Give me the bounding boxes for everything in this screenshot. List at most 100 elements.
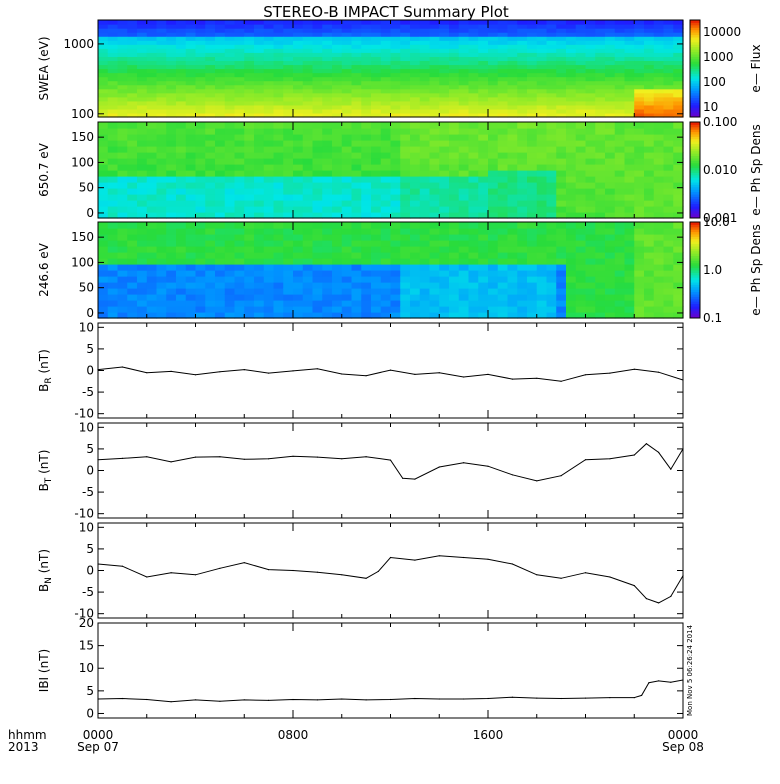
btot-point bbox=[146, 698, 148, 701]
br-ytick-label: 5 bbox=[86, 342, 94, 356]
bt-point bbox=[194, 456, 197, 458]
bt-ytick-label: 0 bbox=[86, 464, 94, 478]
br-point bbox=[536, 377, 538, 379]
pad650-ytick-label: 0 bbox=[86, 206, 94, 220]
btot-point bbox=[341, 698, 343, 700]
btot-point bbox=[609, 697, 611, 699]
bn-point bbox=[633, 585, 635, 587]
br-point bbox=[463, 376, 465, 378]
btot-point bbox=[670, 681, 672, 683]
pad246-ytick-label: 150 bbox=[71, 230, 94, 244]
pad650-ytick-label: 100 bbox=[71, 155, 94, 169]
pad650-colorbar: 0.001 0.010 0.100 e— Ph Sp Dens bbox=[689, 115, 763, 225]
bn-point bbox=[389, 556, 392, 559]
panel-br: -10 -5 0 5 10 BR (nT) bbox=[37, 320, 684, 421]
br-ytick-label: 10 bbox=[79, 320, 94, 334]
br-point bbox=[511, 378, 513, 380]
pad650-ytick-label: 150 bbox=[71, 130, 94, 144]
bt-point bbox=[438, 466, 440, 468]
panel-bt: -10 -5 0 5 10 BT (nT) bbox=[37, 420, 684, 521]
br-point bbox=[170, 370, 172, 372]
bn-point bbox=[438, 555, 440, 557]
bn-point bbox=[243, 562, 245, 564]
br-point bbox=[658, 371, 660, 373]
btot-ytick-label: 20 bbox=[79, 616, 94, 630]
panel-bn: -10 -5 0 5 10 BN (nT) bbox=[37, 520, 684, 621]
bn-point bbox=[414, 559, 416, 561]
x-axis-year-label: 2013 bbox=[8, 740, 39, 754]
br-point bbox=[292, 370, 294, 372]
x-tick-label-time: 0000 bbox=[668, 728, 699, 742]
bn-point bbox=[292, 569, 294, 572]
panel-swea: 10 100 1000 10000 e— Flux 100 1000 SWEA (eV) bbox=[37, 19, 763, 121]
bt-ytick-label: 10 bbox=[79, 420, 94, 434]
pad246-colorbar-tick-label: 10.0 bbox=[703, 215, 730, 229]
pad246-ytick-label: 0 bbox=[86, 306, 94, 320]
bn-ytick-label: 10 bbox=[79, 520, 94, 534]
bt-point bbox=[219, 456, 221, 458]
btot-point bbox=[633, 697, 635, 699]
bt-point bbox=[487, 465, 489, 467]
bt-point bbox=[121, 457, 123, 459]
bn-point bbox=[365, 577, 367, 579]
bt-point bbox=[170, 461, 172, 463]
bt-point bbox=[536, 480, 538, 482]
bn-point bbox=[658, 602, 660, 604]
pad650-ytick-label: 50 bbox=[79, 181, 94, 195]
br-point bbox=[219, 371, 221, 373]
br-point bbox=[633, 368, 635, 370]
btot-point bbox=[219, 700, 221, 702]
x-tick-label-time: 1600 bbox=[473, 728, 504, 742]
pad650-colorbar-tick-label: 0.010 bbox=[703, 163, 737, 177]
bt-line bbox=[97, 443, 684, 482]
panel-btot: 0 5 10 15 20 IBI (nT) bbox=[37, 616, 684, 720]
pad246-colorbar-label: e— Ph Sp Dens bbox=[749, 224, 763, 315]
bn-ytick-label: -5 bbox=[82, 585, 94, 599]
br-point bbox=[341, 373, 343, 375]
br-point bbox=[268, 372, 270, 374]
br-point bbox=[121, 366, 123, 368]
swea-colorbar: 10 100 1000 10000 e— Flux bbox=[689, 19, 763, 118]
bt-ylabel: BT (nT) bbox=[37, 450, 54, 492]
bn-ytick-label: -10 bbox=[74, 607, 94, 621]
btot-point bbox=[536, 697, 538, 699]
bn-point bbox=[560, 577, 562, 579]
swea-colorbar-tick-label: 100 bbox=[703, 75, 726, 89]
btot-ytick-label: 5 bbox=[86, 684, 94, 698]
pad650-heatmap bbox=[98, 122, 684, 219]
pad246-colorbar-tick-label: 0.1 bbox=[703, 311, 722, 325]
x-axis-unit-label: hhmm bbox=[8, 728, 47, 742]
bt-point bbox=[463, 462, 465, 464]
btot-point bbox=[268, 699, 270, 702]
br-point bbox=[438, 372, 440, 374]
pad650-colorbar-tick-label: 0.100 bbox=[703, 115, 737, 129]
bt-point bbox=[670, 468, 672, 470]
swea-ytick-label: 100 bbox=[71, 107, 94, 121]
x-tick-label-time: 0800 bbox=[278, 728, 309, 742]
pad650-colorbar-label: e— Ph Sp Dens bbox=[749, 124, 763, 215]
btot-ytick-label: 0 bbox=[86, 706, 94, 720]
br-point bbox=[414, 373, 416, 375]
br-ytick-label: -5 bbox=[82, 385, 94, 399]
btot-point bbox=[365, 699, 367, 701]
btot-point bbox=[194, 699, 197, 701]
btot-point bbox=[658, 680, 660, 682]
br-ytick-label: 0 bbox=[86, 364, 94, 378]
bt-point bbox=[511, 474, 513, 476]
bt-ytick-label: -10 bbox=[74, 507, 94, 521]
btot-point bbox=[121, 697, 123, 700]
x-tick-label-time: 0000 bbox=[83, 728, 114, 742]
bn-point bbox=[463, 556, 465, 559]
pad246-colorbar-tick-label: 1.0 bbox=[703, 263, 722, 277]
swea-colorbar-tick-label: 10 bbox=[703, 100, 718, 114]
bn-ytick-label: 0 bbox=[86, 564, 94, 578]
pad246-ylabel: 246.6 eV bbox=[37, 242, 51, 297]
panel-pad246: 0.1 1.0 10.0 e— Ph Sp Dens 0 50 100 150 246.6 eV bbox=[37, 215, 763, 325]
bn-point bbox=[146, 576, 148, 578]
btot-point bbox=[463, 698, 465, 700]
btot-point bbox=[641, 694, 643, 697]
btot-point bbox=[389, 698, 392, 701]
pad246-ytick-label: 100 bbox=[71, 255, 94, 269]
br-ytick-label: -10 bbox=[74, 407, 94, 421]
